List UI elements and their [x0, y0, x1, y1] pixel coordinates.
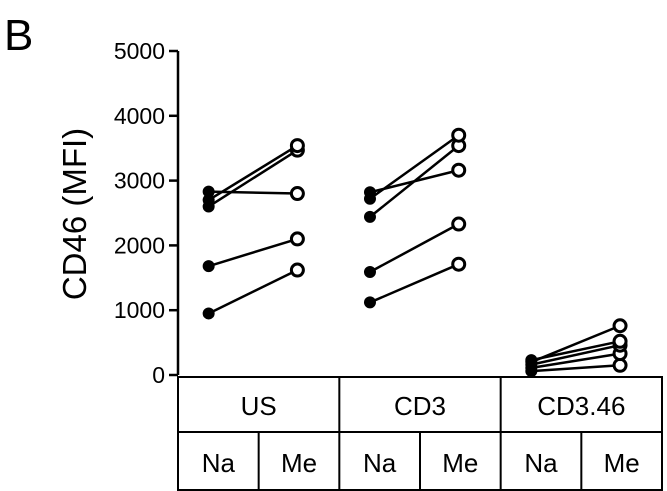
y-axis: 0 1000 2000 3000 4000 5000: [114, 38, 180, 388]
condition-label: Me: [281, 448, 317, 478]
memory-point: [289, 262, 305, 278]
memory-point: [612, 333, 628, 349]
group-label: CD3: [394, 391, 446, 421]
y-tick-label: 2000: [114, 232, 165, 258]
pair-line: [531, 340, 621, 362]
memory-point: [451, 162, 467, 178]
naive-point: [363, 296, 376, 309]
group-label: US: [241, 391, 277, 421]
memory-point: [289, 138, 305, 154]
naive-point: [202, 185, 215, 198]
naive-point: [525, 354, 538, 367]
memory-point: [612, 318, 628, 334]
pair-line: [369, 222, 460, 274]
panel-label: B: [4, 11, 33, 60]
condition-label: Na: [524, 448, 558, 478]
condition-label: Me: [604, 448, 640, 478]
naive-point: [363, 210, 376, 223]
pair-line: [208, 190, 298, 195]
y-tick-label: 0: [152, 362, 165, 388]
memory-point: [289, 231, 305, 247]
memory-point: [451, 127, 467, 143]
pair-line: [531, 364, 621, 373]
pair-line: [207, 149, 299, 208]
naive-point: [202, 260, 215, 273]
y-tick-label: 1000: [114, 297, 165, 323]
pair-line: [369, 263, 460, 304]
naive-point: [363, 265, 376, 278]
condition-label: Na: [202, 448, 236, 478]
naive-point: [202, 307, 215, 320]
naive-point: [363, 186, 376, 199]
pair-line: [369, 169, 460, 194]
y-tick-label: 5000: [114, 38, 165, 64]
y-axis-label: CD46 (MFI): [56, 128, 93, 300]
group-label: CD3.46: [537, 391, 625, 421]
pair-line: [208, 268, 298, 315]
pair-line: [531, 343, 621, 366]
y-tick-label: 3000: [114, 168, 165, 194]
condition-label: Me: [442, 448, 478, 478]
memory-point: [451, 216, 467, 232]
data-marks: [202, 127, 628, 378]
condition-label: Na: [363, 448, 397, 478]
memory-point: [451, 256, 467, 272]
memory-point: [289, 186, 305, 202]
pair-line: [531, 352, 621, 370]
y-tick-label: 4000: [114, 103, 165, 129]
pair-line: [208, 237, 298, 268]
